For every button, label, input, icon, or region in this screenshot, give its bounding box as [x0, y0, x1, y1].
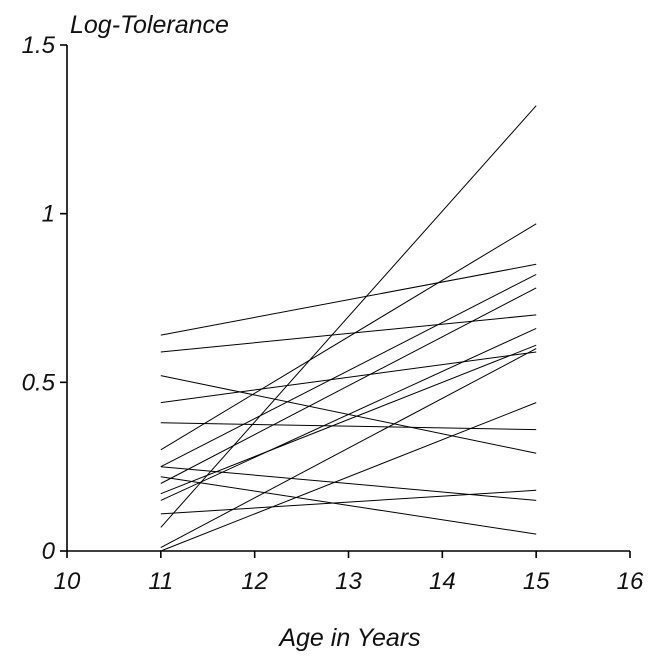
x-tick-label: 12	[241, 568, 268, 595]
series-line-5	[160, 422, 537, 431]
series-line-11	[160, 344, 537, 495]
series-line-6	[160, 223, 537, 451]
y-tick-label: 0	[42, 538, 56, 565]
x-tick-label: 14	[429, 568, 456, 595]
series-line-8	[160, 466, 537, 501]
x-tick-label: 15	[523, 568, 550, 595]
series-line-16	[160, 402, 537, 552]
series-line-1	[160, 263, 537, 336]
series-line-9	[160, 476, 537, 535]
y-tick-label: 1.5	[22, 32, 56, 59]
series-line-2	[160, 314, 537, 353]
series-line-12	[160, 327, 537, 501]
series-line-10	[160, 287, 537, 484]
series-line-15	[160, 348, 537, 549]
x-tick-label: 11	[148, 568, 173, 595]
y-tick-label: 0.5	[22, 369, 56, 396]
x-ticks: 10 11 12 13 14 15 16	[54, 551, 644, 595]
series-line-14	[160, 105, 537, 528]
y-axis-title: Log-Tolerance	[70, 11, 229, 39]
x-axis-title: Age in Years	[277, 624, 420, 652]
series-lines	[160, 105, 537, 552]
y-ticks: 0 0.5 1 1.5	[22, 32, 67, 565]
series-line-4	[160, 351, 537, 404]
series-line-7	[160, 273, 537, 468]
x-tick-label: 10	[54, 568, 81, 595]
x-tick-label: 16	[617, 568, 644, 595]
y-tick-label: 1	[42, 201, 55, 228]
x-tick-label: 13	[335, 568, 362, 595]
series-line-13	[160, 489, 537, 515]
